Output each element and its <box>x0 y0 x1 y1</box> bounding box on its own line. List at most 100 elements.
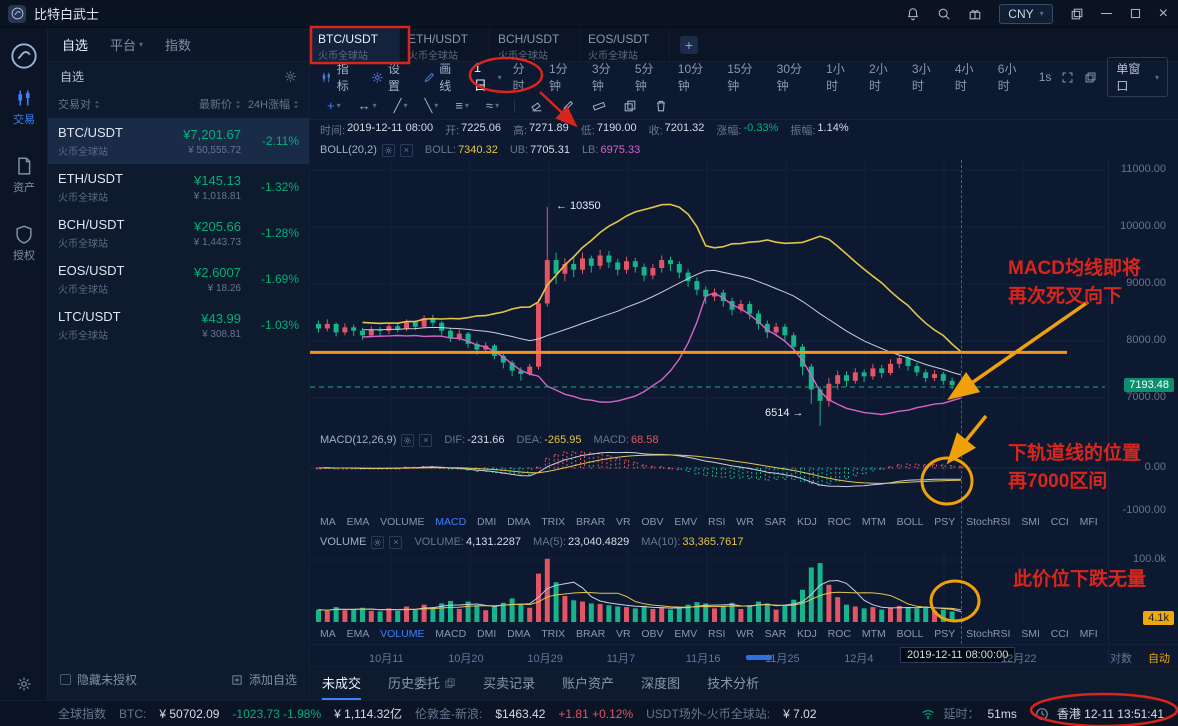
crosshair-tool-button[interactable]: + ▾ <box>320 96 348 115</box>
timeframe-2[interactable]: 3分钟 <box>591 62 611 93</box>
chart-tab-bch-usdt[interactable]: BCH/USDT 火币全球站 <box>490 28 580 62</box>
popout-window-icon[interactable] <box>1084 70 1097 84</box>
chart-tab-eos-usdt[interactable]: EOS/USDT 火币全球站 <box>580 28 670 62</box>
indicator-boll[interactable]: BOLL <box>896 516 924 528</box>
window-layout-icon[interactable] <box>1070 7 1084 21</box>
add-chart-tab-button[interactable]: + <box>680 36 698 54</box>
measure-tool-button[interactable]: ↔ ▾ <box>351 96 384 115</box>
segment-tool-button[interactable]: ╱ ▾ <box>387 96 415 116</box>
indicator-settings-gear-icon[interactable] <box>371 535 385 549</box>
indicator-ma[interactable]: MA <box>320 628 336 640</box>
column-header-2[interactable]: 24H涨幅 <box>241 96 299 112</box>
indicator-smi[interactable]: SMI <box>1021 516 1040 528</box>
order-tab-order-history[interactable]: 历史委托 <box>388 667 456 700</box>
indicator-trix[interactable]: TRIX <box>541 516 566 528</box>
indicator-brar[interactable]: BRAR <box>575 516 606 528</box>
watchlist-settings-gear-icon[interactable] <box>284 69 297 83</box>
sidebar-item-assets[interactable]: 资产 <box>0 156 48 195</box>
indicator-vr[interactable]: VR <box>615 628 631 640</box>
watchlist-tab-index[interactable]: 指数 <box>165 38 192 53</box>
watchlist-row-ltc-usdt[interactable]: LTC/USDT 火币全球站 ¥43.99 ¥ 308.81 -1.03% <box>48 302 309 348</box>
copy-tool-button[interactable] <box>616 97 644 115</box>
indicator-close-icon[interactable]: × <box>399 143 413 157</box>
indicator-mfi[interactable]: MFI <box>1079 628 1098 640</box>
indicator-macd[interactable]: MACD <box>435 628 467 640</box>
watchlist-tab-favorites[interactable]: 自选 <box>62 38 89 53</box>
settings-gear-icon[interactable] <box>0 676 48 692</box>
chart-scrollbar[interactable] <box>746 655 772 660</box>
order-tab-account-assets[interactable]: 账户资产 <box>562 667 614 700</box>
indicator-mtm[interactable]: MTM <box>861 628 886 640</box>
window-mode-select[interactable]: 单窗口 ▾ <box>1107 57 1169 97</box>
indicator-obv[interactable]: OBV <box>641 516 664 528</box>
indicator-sar[interactable]: SAR <box>764 628 787 640</box>
indicator-vr[interactable]: VR <box>615 516 631 528</box>
indicator-psy[interactable]: PSY <box>934 628 956 640</box>
add-favorite-button[interactable]: 添加自选 <box>231 671 297 688</box>
indicator-boll[interactable]: BOLL <box>896 628 924 640</box>
indicator-volume[interactable]: VOLUME <box>380 628 425 640</box>
indicator-emv[interactable]: EMV <box>674 516 698 528</box>
watchlist-row-eos-usdt[interactable]: EOS/USDT 火币全球站 ¥2.6007 ¥ 18.26 -1.69% <box>48 256 309 302</box>
indicator-roc[interactable]: ROC <box>827 628 852 640</box>
timeframe-6[interactable]: 30分钟 <box>776 62 802 93</box>
order-tab-depth-chart[interactable]: 深度图 <box>641 667 680 700</box>
indicator-close-icon[interactable]: × <box>389 535 403 549</box>
timeframe-10[interactable]: 4小时 <box>954 62 974 93</box>
search-icon[interactable] <box>937 7 951 21</box>
settings-button[interactable]: 设置 <box>371 60 411 94</box>
gift-icon[interactable] <box>968 7 982 21</box>
indicator-dma[interactable]: DMA <box>507 516 531 528</box>
indicator-ema[interactable]: EMA <box>346 516 370 528</box>
indicator-ema[interactable]: EMA <box>346 628 370 640</box>
indicator-close-icon[interactable]: × <box>419 433 433 447</box>
auto-scale-toggle[interactable]: 自动 <box>1148 653 1170 665</box>
timeframe-3[interactable]: 5分钟 <box>634 62 654 93</box>
period-select[interactable]: 1日 ▾ <box>473 60 502 93</box>
timeframe-4[interactable]: 10分钟 <box>677 62 704 93</box>
maximize-button[interactable] <box>1129 7 1142 20</box>
fullscreen-icon[interactable] <box>1061 70 1074 84</box>
indicator-wr[interactable]: WR <box>736 516 754 528</box>
indicator-ma[interactable]: MA <box>320 516 336 528</box>
volume-chart[interactable] <box>310 550 1178 624</box>
watchlist-row-eth-usdt[interactable]: ETH/USDT 火币全球站 ¥145.13 ¥ 1,018.81 -1.32% <box>48 164 309 210</box>
indicator-stochrsi[interactable]: StochRSI <box>966 516 1011 528</box>
watchlist-tab-platform[interactable]: 平台 ▾ <box>110 38 144 53</box>
sidebar-item-trade[interactable]: 交易 <box>0 88 48 127</box>
indicator-wr[interactable]: WR <box>736 628 754 640</box>
trendline-tool-button[interactable]: ╲ ▾ <box>417 96 445 116</box>
channel-tool-button[interactable]: ≡ ▾ <box>448 96 476 115</box>
indicator-emv[interactable]: EMV <box>674 628 698 640</box>
indicator-mtm[interactable]: MTM <box>861 516 886 528</box>
timeframe-7[interactable]: 1小时 <box>826 62 845 93</box>
close-button[interactable]: × <box>1158 4 1168 22</box>
indicator-dma[interactable]: DMA <box>507 628 531 640</box>
timeframe-1[interactable]: 1分钟 <box>549 62 568 93</box>
log-scale-toggle[interactable]: 对数 <box>1110 653 1132 665</box>
timeframe-5[interactable]: 15分钟 <box>727 62 753 93</box>
column-header-1[interactable]: 最新价 <box>149 96 241 112</box>
order-tab-trade-records[interactable]: 买卖记录 <box>483 667 535 700</box>
indicator-brar[interactable]: BRAR <box>575 628 606 640</box>
indicator-cci[interactable]: CCI <box>1050 516 1069 528</box>
indicator-smi[interactable]: SMI <box>1021 628 1040 640</box>
indicator-settings-gear-icon[interactable] <box>401 433 415 447</box>
timeframe-0[interactable]: 分时 <box>512 62 525 93</box>
indicators-button[interactable]: 指标 <box>320 60 360 94</box>
timeframe-9[interactable]: 3小时 <box>911 62 931 93</box>
indicator-cci[interactable]: CCI <box>1050 628 1069 640</box>
trash-tool-button[interactable] <box>647 97 675 115</box>
notification-bell-icon[interactable] <box>906 7 920 21</box>
indicator-dmi[interactable]: DMI <box>477 516 497 528</box>
timeframe-11[interactable]: 6小时 <box>997 62 1017 93</box>
indicator-roc[interactable]: ROC <box>827 516 852 528</box>
wave-tool-button[interactable]: ≈ ▾ <box>479 96 506 115</box>
chart-tab-eth-usdt[interactable]: ETH/USDT 火币全球站 <box>400 28 490 62</box>
eraser-tool-button[interactable] <box>523 97 551 115</box>
indicator-sar[interactable]: SAR <box>764 516 787 528</box>
pen-tool-button[interactable] <box>554 97 582 115</box>
indicator-kdj[interactable]: KDJ <box>797 628 817 640</box>
indicator-kdj[interactable]: KDJ <box>797 516 817 528</box>
chart-tab-btc-usdt[interactable]: BTC/USDT 火币全球站 <box>310 28 400 62</box>
